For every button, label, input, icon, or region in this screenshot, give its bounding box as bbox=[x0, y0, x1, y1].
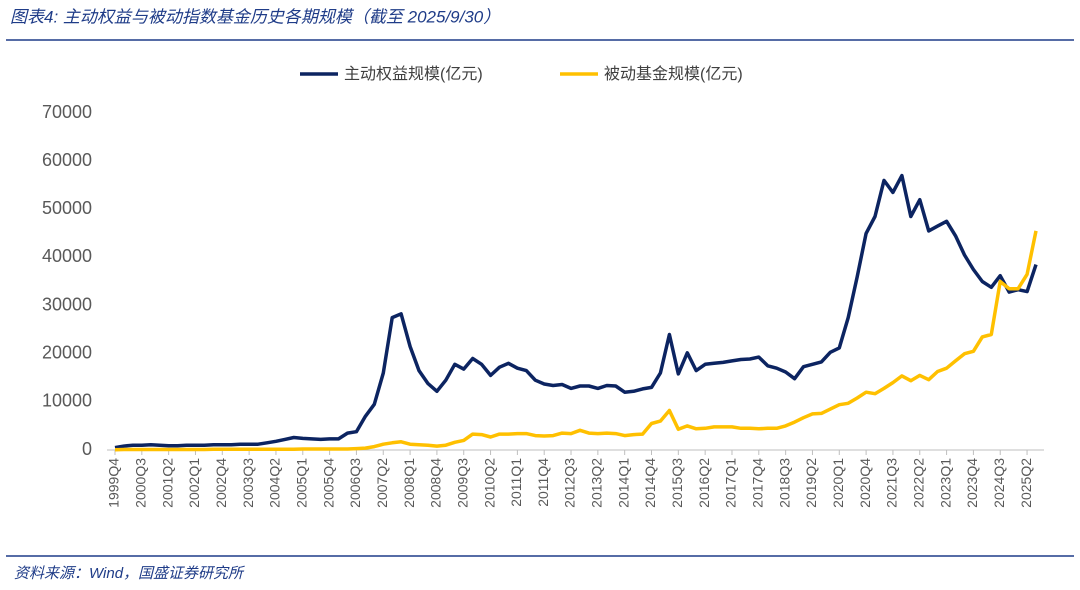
x-tick-label: 2008Q1 bbox=[401, 458, 417, 508]
x-tick-label: 2025Q2 bbox=[1018, 458, 1034, 508]
series-line bbox=[114, 173, 1038, 450]
x-tick-label: 2011Q1 bbox=[508, 458, 524, 507]
x-tick-label: 2007Q2 bbox=[374, 458, 390, 508]
x-tick-label: 2023Q4 bbox=[964, 458, 980, 508]
x-tick-label: 2018Q3 bbox=[776, 458, 792, 508]
x-tick-label: 2014Q1 bbox=[615, 458, 631, 508]
x-tick-label: 2002Q1 bbox=[186, 458, 202, 508]
y-tick-label: 30000 bbox=[42, 294, 92, 314]
x-tick-label: 2015Q3 bbox=[669, 458, 685, 508]
x-tick-label: 2009Q3 bbox=[454, 458, 470, 508]
x-tick-label: 2008Q4 bbox=[428, 458, 444, 508]
y-tick-label: 10000 bbox=[42, 391, 92, 411]
legend-label: 主动权益规模(亿元) bbox=[344, 65, 483, 83]
x-tick-label: 2001Q2 bbox=[159, 458, 175, 508]
x-tick-label: 2010Q2 bbox=[481, 458, 497, 508]
legend-label: 被动基金规模(亿元) bbox=[604, 65, 743, 83]
y-tick-label: 40000 bbox=[42, 246, 92, 266]
x-tick-label: 2023Q1 bbox=[937, 458, 953, 508]
x-tick-label: 2003Q3 bbox=[240, 458, 256, 508]
chart-title: 图表4: 主动权益与被动指数基金历史各期规模（截至 2025/9/30） bbox=[10, 7, 500, 26]
series-line bbox=[114, 230, 1038, 452]
x-tick-label: 2016Q2 bbox=[696, 458, 712, 508]
x-tick-label: 2020Q4 bbox=[857, 458, 873, 508]
x-tick-label: 2017Q4 bbox=[750, 458, 766, 508]
x-tick-label: 2014Q4 bbox=[642, 458, 658, 508]
x-tick-label: 2000Q3 bbox=[133, 458, 149, 508]
x-tick-label: 2005Q1 bbox=[293, 458, 309, 508]
x-tick-label: 2005Q4 bbox=[320, 458, 336, 508]
x-tick-label: 2013Q2 bbox=[589, 458, 605, 508]
x-tick-label: 2020Q1 bbox=[830, 458, 846, 508]
x-tick-label: 2006Q3 bbox=[347, 458, 363, 508]
x-tick-label: 2019Q2 bbox=[803, 458, 819, 508]
y-tick-label: 20000 bbox=[42, 342, 92, 362]
x-tick-label: 2021Q3 bbox=[884, 458, 900, 508]
y-tick-label: 60000 bbox=[42, 150, 92, 170]
source-note: 资料来源：Wind，国盛证券研究所 bbox=[14, 565, 245, 582]
y-tick-label: 0 bbox=[82, 439, 92, 459]
y-tick-label: 50000 bbox=[42, 198, 92, 218]
x-tick-label: 2002Q4 bbox=[213, 458, 229, 508]
x-tick-label: 2011Q4 bbox=[535, 458, 551, 507]
x-tick-label: 2022Q2 bbox=[910, 458, 926, 508]
x-tick-label: 1999Q4 bbox=[106, 458, 122, 508]
x-tick-label: 2024Q3 bbox=[991, 458, 1007, 508]
x-tick-label: 2004Q2 bbox=[267, 458, 283, 508]
y-tick-label: 70000 bbox=[42, 102, 92, 122]
x-tick-label: 2017Q1 bbox=[723, 458, 739, 508]
x-tick-label: 2012Q3 bbox=[562, 458, 578, 508]
